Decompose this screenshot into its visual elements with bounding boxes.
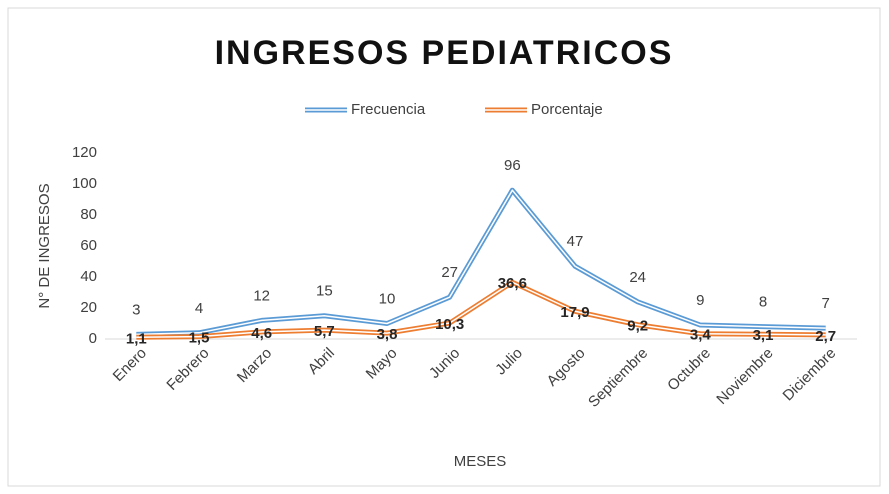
data-label: 2,7 — [815, 328, 836, 345]
data-label: 4 — [195, 300, 203, 317]
data-label: 10,3 — [435, 316, 464, 333]
y-tick-label: 60 — [80, 237, 97, 254]
data-label: 7 — [821, 295, 829, 312]
y-tick-label: 40 — [80, 268, 97, 285]
data-label: 36,6 — [498, 275, 527, 292]
data-label: 27 — [441, 264, 458, 281]
legend-label: Porcentaje — [531, 101, 603, 118]
data-label: 3,4 — [690, 327, 712, 344]
data-label: 4,6 — [251, 325, 272, 342]
legend-label: Frecuencia — [351, 101, 426, 118]
data-label: 3,1 — [753, 327, 774, 344]
data-label: 5,7 — [314, 323, 335, 340]
series-line-inner — [136, 281, 826, 339]
chart-title: INGRESOS PEDIATRICOS — [215, 34, 674, 72]
y-tick-label: 120 — [72, 144, 97, 161]
data-label: 3,8 — [377, 326, 398, 343]
data-label: 9,2 — [627, 318, 648, 335]
y-tick-label: 100 — [72, 175, 97, 192]
data-label: 1,5 — [189, 330, 210, 347]
data-label: 96 — [504, 157, 521, 174]
data-label: 12 — [253, 287, 270, 304]
data-label: 17,9 — [560, 304, 589, 321]
series-line-inner — [136, 189, 826, 336]
data-label: 1,1 — [126, 330, 147, 347]
data-label: 10 — [379, 290, 396, 307]
y-axis-title: N° DE INGRESOS — [36, 183, 53, 308]
y-tick-label: 0 — [89, 330, 97, 347]
y-tick-label: 80 — [80, 206, 97, 223]
y-tick-label: 20 — [80, 299, 97, 316]
data-label: 15 — [316, 283, 333, 300]
x-axis-title: MESES — [454, 453, 507, 470]
chart-frame — [7, 7, 881, 487]
data-label: 47 — [567, 233, 584, 250]
data-label: 3 — [132, 301, 140, 318]
data-label: 24 — [629, 269, 646, 286]
data-label: 9 — [696, 292, 704, 309]
data-label: 8 — [759, 294, 767, 311]
